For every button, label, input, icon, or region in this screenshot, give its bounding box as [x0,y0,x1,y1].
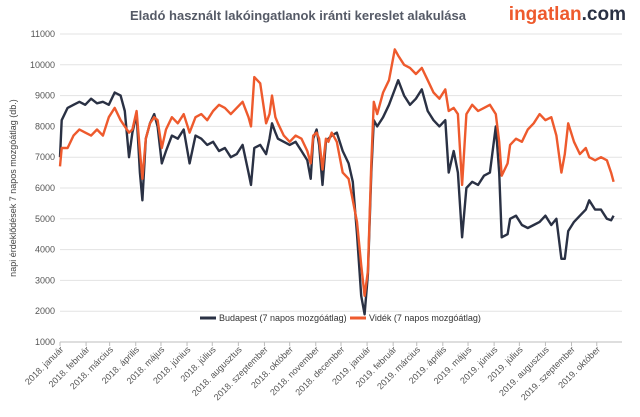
y-tick-label: 3000 [35,275,55,285]
y-tick-label: 1000 [35,337,55,347]
y-tick-label: 6000 [35,183,55,193]
legend-label: Vidék (7 napos mozgóátlag) [369,313,481,323]
y-tick-label: 9000 [35,91,55,101]
logo-text-domain: .com [581,4,626,25]
y-tick-label: 10000 [30,60,55,70]
y-tick-label: 7000 [35,152,55,162]
y-tick-label: 11000 [31,29,55,39]
y-tick-label: 2000 [35,306,55,316]
y-axis-label: napi érdeklődések 7 napos mozgóátlag (db… [8,99,18,277]
legend-label: Budapest (7 napos mozgóátlag) [219,313,347,323]
logo-text-main: ingatlan [508,4,582,25]
chart-title: Eladó használt lakóingatlanok iránti ker… [130,8,466,23]
brand-logo: ingatlan.com [509,4,626,26]
series-line-videk [58,48,615,297]
y-tick-label: 5000 [35,214,55,224]
y-tick-label: 8000 [35,121,55,131]
y-tick-label: 4000 [35,245,55,255]
series-line-budapest [58,79,615,316]
